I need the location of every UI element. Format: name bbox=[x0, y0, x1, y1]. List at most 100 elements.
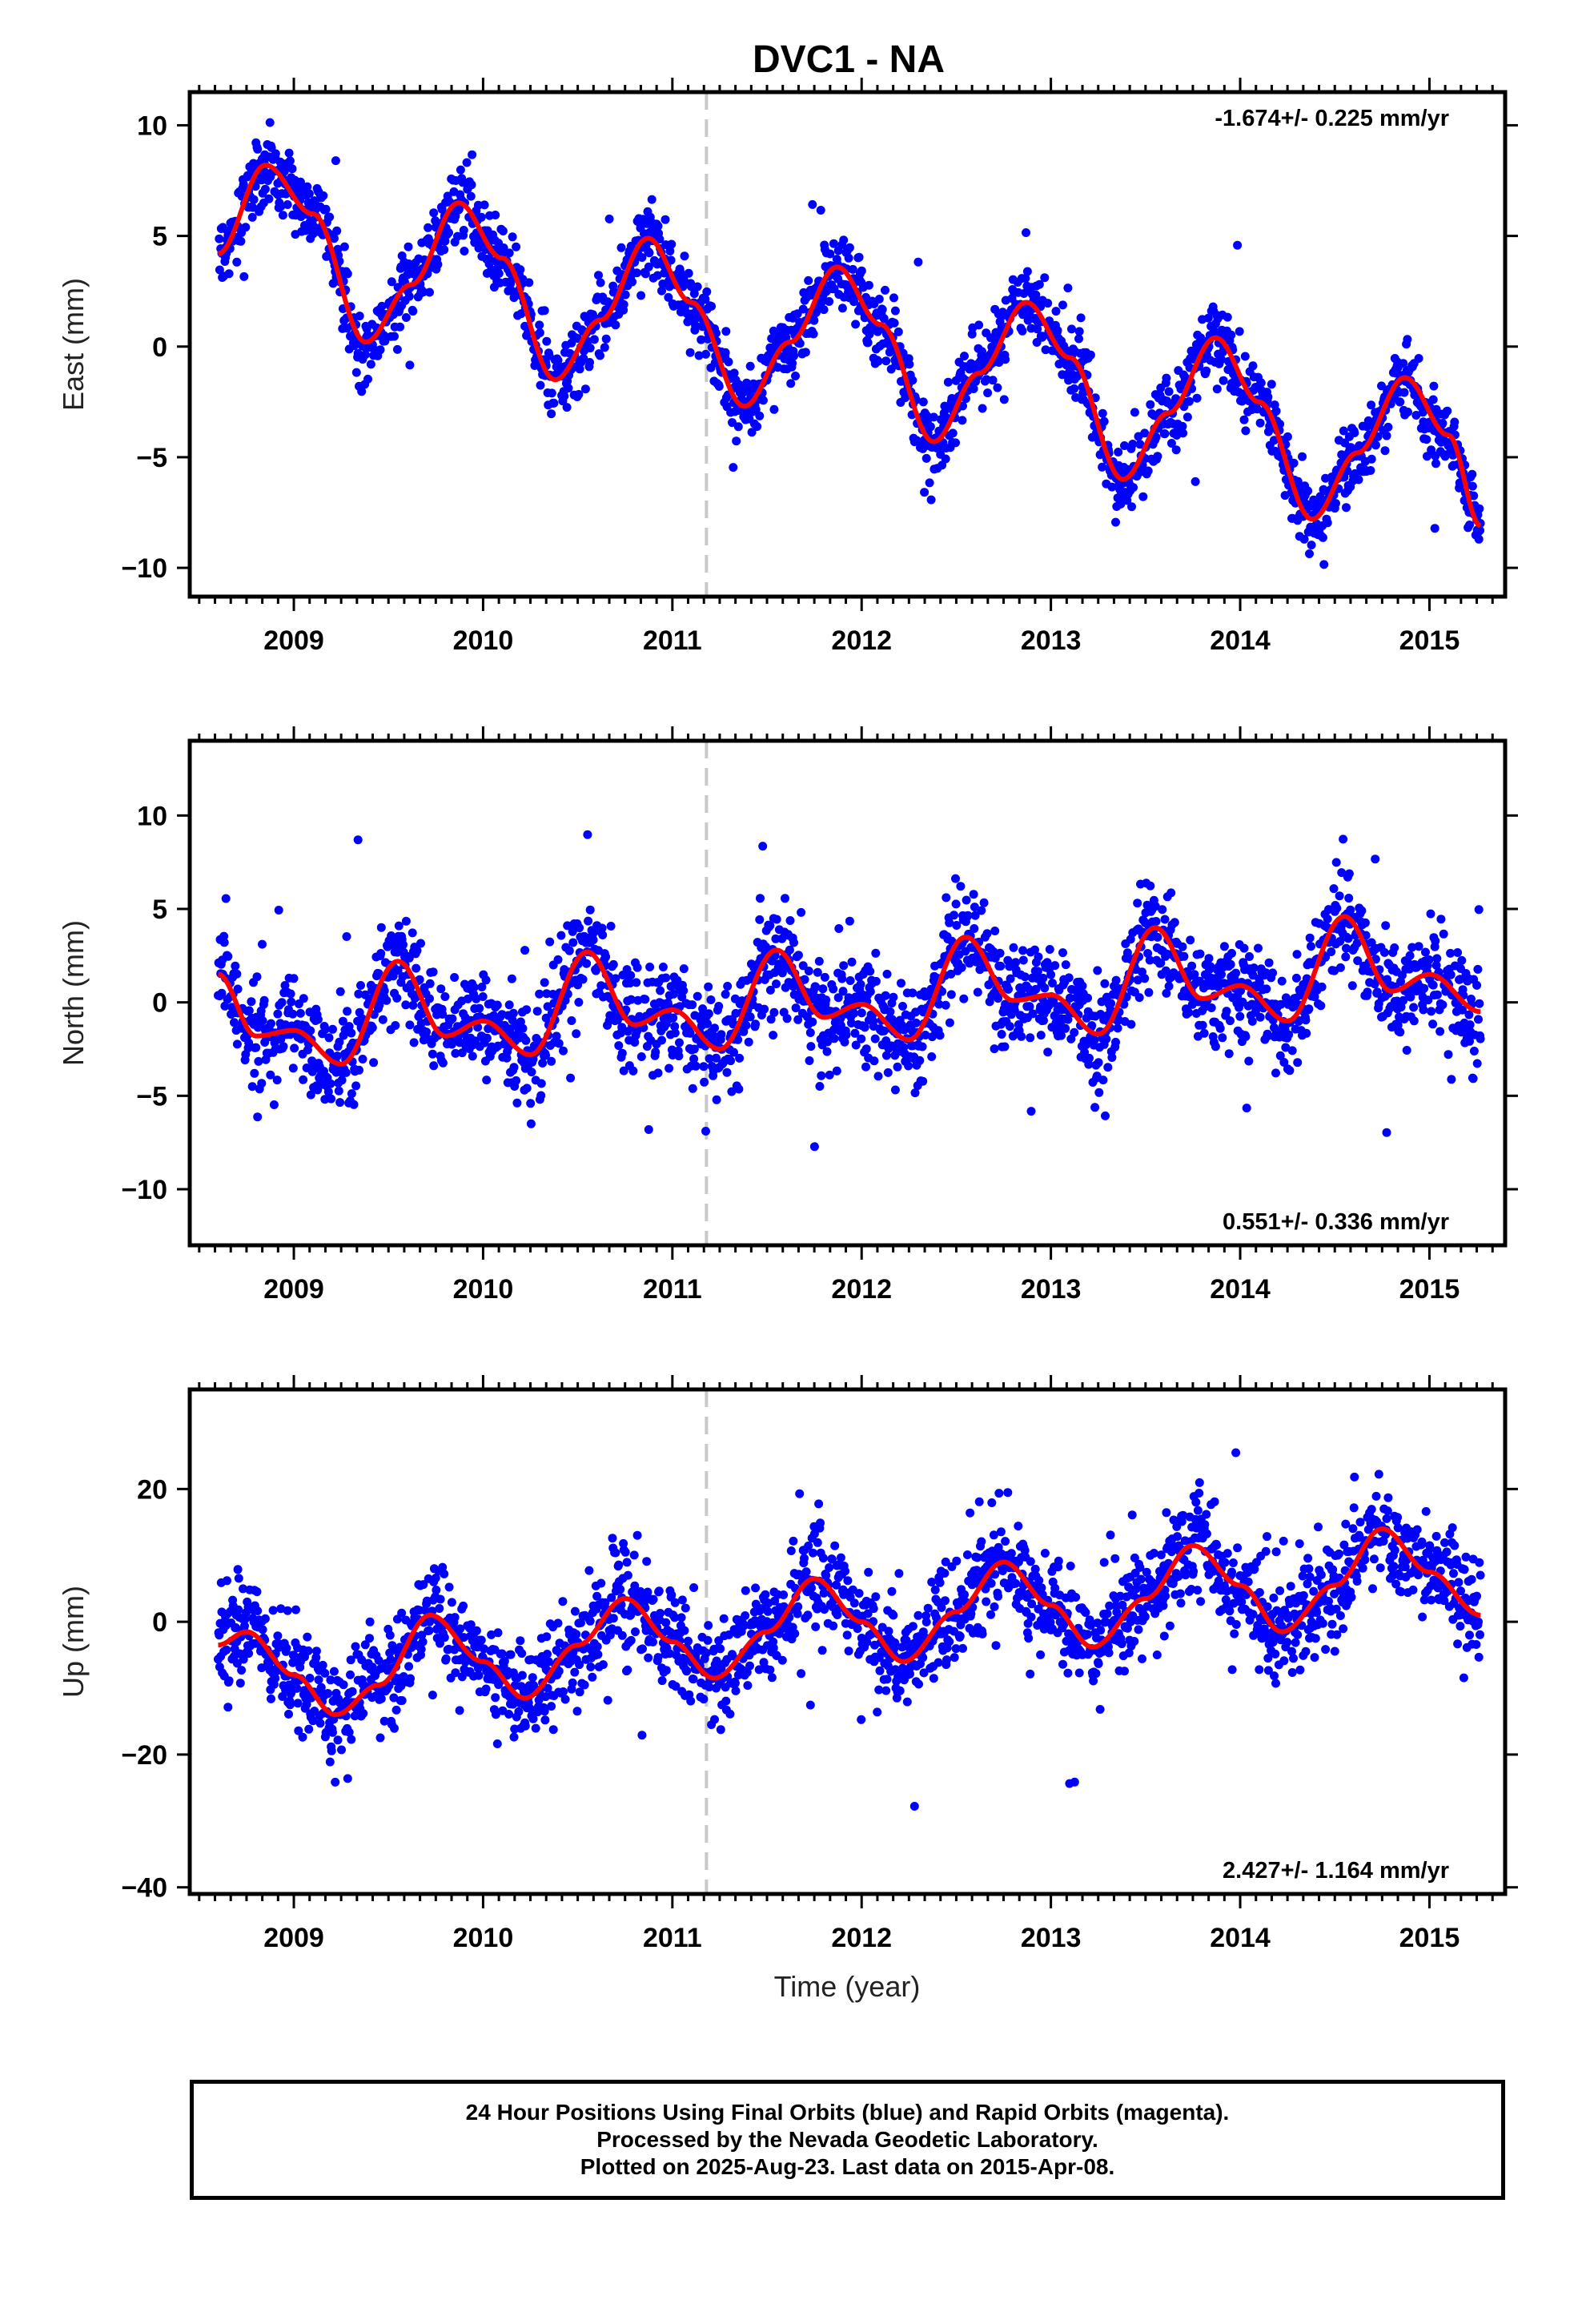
data-point bbox=[568, 938, 578, 947]
data-point bbox=[811, 308, 821, 317]
data-point bbox=[1293, 1058, 1303, 1068]
data-point bbox=[1473, 964, 1483, 974]
data-points bbox=[215, 118, 1485, 569]
data-point bbox=[1255, 1012, 1265, 1022]
data-point bbox=[396, 322, 405, 332]
y-tick-label: −10 bbox=[121, 553, 167, 584]
data-point bbox=[408, 928, 417, 938]
data-point bbox=[632, 978, 641, 987]
data-point bbox=[522, 1005, 532, 1015]
data-point bbox=[553, 955, 563, 964]
data-point bbox=[1431, 936, 1440, 946]
data-point bbox=[1083, 993, 1092, 1003]
data-point bbox=[1107, 482, 1117, 492]
data-point bbox=[604, 214, 614, 223]
data-point bbox=[328, 1024, 337, 1034]
data-point bbox=[575, 364, 584, 374]
data-point bbox=[285, 1700, 295, 1710]
data-point bbox=[1195, 949, 1205, 959]
data-point bbox=[729, 463, 738, 472]
data-point bbox=[691, 1061, 701, 1071]
data-point bbox=[1252, 404, 1262, 414]
data-point bbox=[1342, 503, 1351, 513]
data-point bbox=[526, 1099, 536, 1108]
data-point bbox=[973, 987, 982, 997]
data-point bbox=[958, 416, 967, 425]
data-point bbox=[313, 1015, 323, 1024]
data-point bbox=[1093, 966, 1102, 975]
data-point bbox=[329, 1667, 339, 1676]
data-point bbox=[1414, 942, 1423, 951]
data-point bbox=[578, 975, 588, 984]
data-point bbox=[834, 924, 844, 933]
data-point bbox=[644, 262, 653, 271]
data-point bbox=[258, 1016, 267, 1026]
data-point bbox=[250, 1068, 259, 1078]
data-point bbox=[1179, 951, 1189, 961]
data-point bbox=[837, 304, 847, 313]
data-point bbox=[679, 986, 689, 995]
data-point bbox=[1457, 955, 1467, 965]
data-point bbox=[845, 916, 854, 926]
data-point bbox=[284, 1710, 293, 1719]
data-point bbox=[1215, 1023, 1225, 1033]
data-point bbox=[619, 1066, 628, 1076]
data-point bbox=[563, 921, 572, 931]
data-point bbox=[566, 1073, 576, 1083]
data-point bbox=[890, 306, 900, 316]
data-point bbox=[303, 1632, 312, 1642]
data-point bbox=[769, 1007, 779, 1017]
data-point bbox=[1341, 952, 1351, 962]
data-point bbox=[280, 981, 290, 990]
data-point bbox=[1366, 466, 1375, 475]
data-point bbox=[271, 1674, 280, 1683]
data-point bbox=[567, 1016, 576, 1025]
data-point bbox=[699, 1062, 709, 1072]
data-point bbox=[999, 395, 1009, 404]
data-point bbox=[871, 976, 881, 986]
data-point bbox=[1129, 483, 1138, 493]
data-point bbox=[959, 994, 969, 1003]
data-point bbox=[559, 1046, 568, 1055]
data-point bbox=[494, 269, 504, 278]
data-point bbox=[415, 975, 424, 984]
data-point bbox=[881, 285, 889, 295]
data-point bbox=[354, 989, 363, 999]
data-point bbox=[473, 1023, 483, 1032]
data-point bbox=[926, 422, 935, 432]
data-point bbox=[328, 1727, 337, 1737]
data-point bbox=[538, 1059, 548, 1068]
data-point bbox=[1043, 1047, 1053, 1057]
data-point bbox=[502, 1053, 512, 1063]
data-point bbox=[311, 1647, 321, 1656]
data-point bbox=[1017, 1031, 1026, 1041]
data-point bbox=[1026, 1033, 1035, 1043]
data-point bbox=[325, 212, 335, 222]
data-point bbox=[1339, 834, 1348, 844]
data-point bbox=[1004, 984, 1013, 994]
data-point bbox=[1395, 397, 1405, 407]
data-point bbox=[691, 321, 701, 330]
data-point bbox=[232, 257, 242, 267]
data-point bbox=[714, 382, 724, 391]
data-point bbox=[338, 1016, 347, 1026]
data-point bbox=[751, 404, 761, 414]
data-point bbox=[1432, 990, 1442, 999]
data-point bbox=[863, 338, 873, 348]
data-point bbox=[251, 1043, 261, 1052]
x-tick-label: 2013 bbox=[1021, 1274, 1082, 1305]
data-point bbox=[351, 1081, 361, 1091]
data-point bbox=[890, 1085, 900, 1095]
data-point bbox=[1331, 499, 1340, 509]
data-point bbox=[825, 249, 835, 259]
y-tick-label: −5 bbox=[136, 443, 167, 473]
data-point bbox=[329, 234, 339, 243]
data-point bbox=[1061, 1023, 1070, 1033]
data-point bbox=[1098, 408, 1107, 418]
data-point bbox=[697, 335, 706, 344]
data-point bbox=[1022, 267, 1032, 276]
data-point bbox=[905, 360, 914, 369]
data-point bbox=[273, 1631, 283, 1641]
data-point bbox=[382, 995, 391, 1005]
data-point bbox=[741, 1020, 751, 1030]
